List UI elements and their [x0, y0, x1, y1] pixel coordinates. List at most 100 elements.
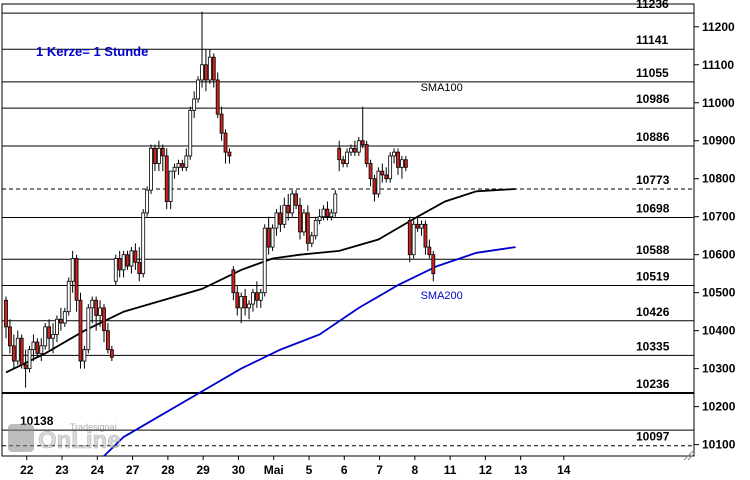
level-label: 11141: [636, 33, 668, 47]
candle: [176, 159, 181, 175]
candle: [243, 288, 248, 316]
candle-body: [415, 223, 420, 229]
candle: [207, 49, 212, 84]
candle: [55, 315, 59, 343]
candle: [415, 216, 420, 232]
candle: [74, 254, 79, 312]
candle-body: [329, 212, 334, 218]
candle-body: [396, 151, 400, 168]
candle-body: [380, 170, 385, 176]
x-tick-label: 11: [444, 463, 457, 477]
candle: [403, 155, 408, 172]
candle: [156, 140, 161, 172]
candle-body: [196, 79, 200, 100]
candle: [321, 205, 326, 221]
candle: [364, 140, 369, 168]
candle-body: [243, 296, 248, 309]
candle: [192, 91, 197, 118]
candle: [133, 243, 138, 270]
candle: [254, 281, 259, 308]
candle-body: [360, 140, 365, 145]
candle-body: [180, 163, 185, 168]
candle-body: [227, 151, 232, 157]
candle-body: [160, 147, 165, 157]
candle-body: [172, 166, 177, 172]
x-tick-label: 13: [514, 463, 528, 477]
candle: [427, 239, 432, 259]
candle: [102, 304, 106, 343]
candle-body: [153, 147, 157, 164]
candle-body: [239, 296, 244, 309]
x-tick-label: 8: [411, 463, 418, 477]
candle-body: [176, 163, 181, 168]
candle: [282, 197, 287, 229]
candle-body: [431, 254, 436, 275]
candle-body: [325, 208, 330, 218]
candle: [400, 155, 404, 179]
candle-body: [302, 212, 306, 233]
candle-body: [109, 349, 114, 358]
candle: [227, 148, 232, 164]
candle-body: [247, 303, 251, 309]
candle-body: [400, 159, 404, 168]
candle: [309, 231, 314, 248]
candle-body: [11, 345, 16, 362]
candle: [145, 186, 150, 217]
plot-border: [1, 3, 695, 457]
candle: [305, 205, 310, 251]
candle: [239, 292, 244, 324]
candle-body: [266, 227, 271, 248]
candle: [274, 209, 279, 236]
y-tick-label: 10500: [702, 286, 736, 300]
level-label: 10588: [636, 243, 670, 257]
annotations: SMA100 SMA200: [421, 82, 463, 302]
candle: [407, 216, 412, 263]
candle-body: [74, 258, 79, 301]
candle: [4, 296, 8, 339]
y-tick-label: 10200: [702, 400, 736, 414]
x-tick-label: 5: [306, 463, 313, 477]
candle-body: [117, 258, 122, 271]
candle: [384, 167, 389, 183]
logo-brand: Tradesignal: [70, 422, 117, 432]
level-label: 10886: [636, 130, 670, 144]
candle-body: [223, 132, 228, 153]
x-tick-label: Mai: [264, 463, 284, 477]
level-label: 10097: [636, 430, 670, 444]
candle-body: [411, 223, 416, 256]
candle-body: [219, 113, 224, 134]
candle: [149, 144, 153, 194]
candle: [86, 304, 91, 354]
y-tick-label: 11100: [702, 58, 734, 72]
candle-body: [254, 292, 259, 301]
candle-body: [39, 345, 44, 354]
candle-body: [129, 250, 134, 267]
y-tick-label: 10900: [702, 134, 736, 148]
candle: [188, 106, 193, 160]
candle: [266, 216, 271, 255]
y-tick-label: 11200: [702, 20, 735, 34]
candle: [129, 247, 134, 274]
candle: [356, 136, 361, 156]
candle-body: [384, 174, 389, 180]
resize-corner-icon[interactable]: [683, 449, 695, 461]
candle: [19, 334, 24, 369]
candle-body: [313, 220, 318, 237]
candle: [286, 193, 291, 221]
candle-body: [8, 326, 12, 347]
x-tick-label: 12: [479, 463, 493, 477]
candle-body: [392, 151, 396, 157]
candle-body: [125, 254, 130, 267]
candle: [117, 250, 122, 278]
candle-body: [215, 79, 220, 115]
candle-body: [309, 235, 314, 244]
y-tick-label: 10300: [702, 362, 736, 376]
candle-body: [192, 98, 197, 111]
candle: [380, 163, 385, 183]
candle: [62, 307, 67, 327]
y-tick-label: 10700: [702, 210, 736, 224]
candle-body: [251, 292, 255, 305]
candle: [298, 197, 302, 240]
candle: [125, 250, 130, 270]
level-label: 10335: [636, 339, 670, 353]
